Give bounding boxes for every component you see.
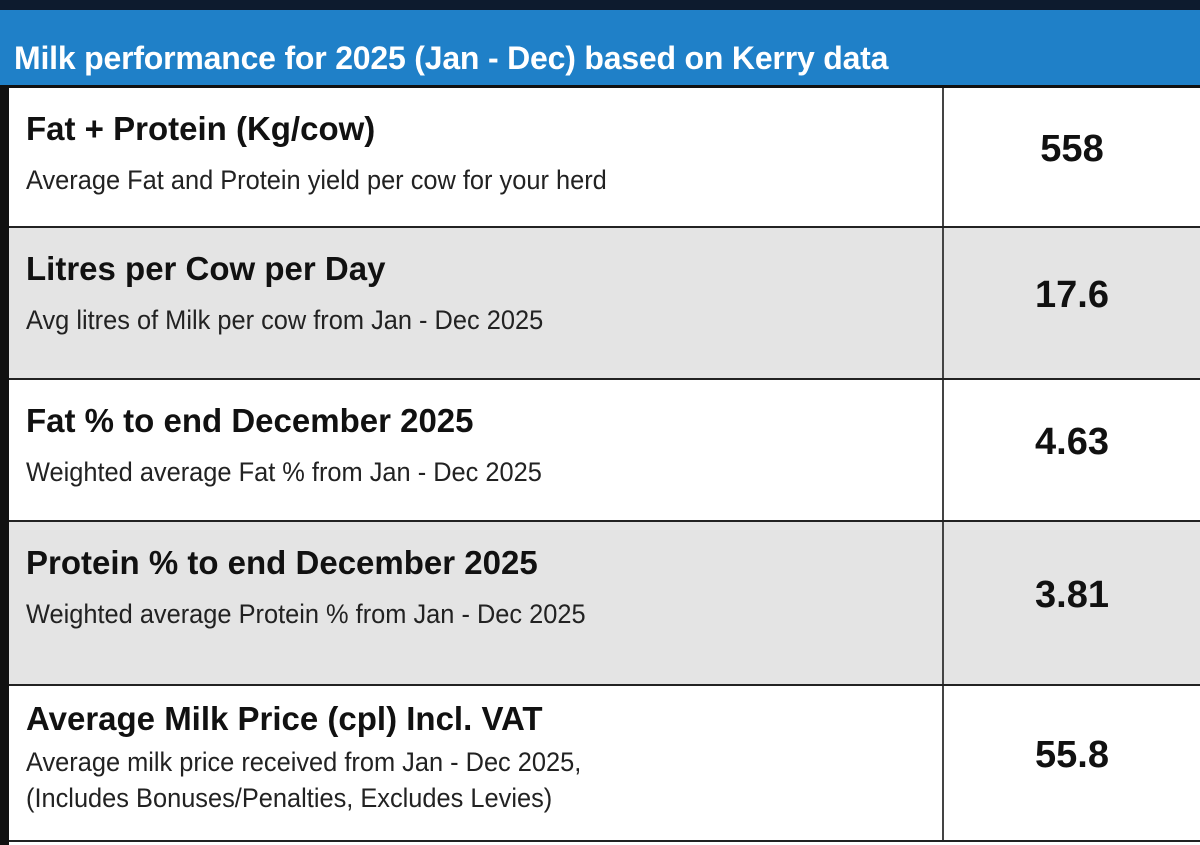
- row-title: Fat + Protein (Kg/cow): [26, 110, 376, 147]
- table-row: Protein % to end December 2025 Weighted a…: [9, 522, 1200, 686]
- top-bar: [0, 0, 1200, 10]
- row-value: 55.8: [1035, 734, 1109, 776]
- row-title: Litres per Cow per Day: [26, 250, 386, 287]
- row-title: Protein % to end December 2025: [26, 544, 538, 581]
- header-title: Milk performance for 2025 (Jan - Dec) ba…: [14, 40, 889, 76]
- row-description: Weighted average Protein % from Jan - De…: [26, 599, 586, 629]
- header-band: Milk performance for 2025 (Jan - Dec) ba…: [0, 10, 1200, 88]
- table-row: Average Milk Price (cpl) Incl. VAT Averag…: [9, 686, 1200, 842]
- label-cell: Protein % to end December 2025 Weighted a…: [9, 522, 944, 684]
- label-cell: Fat % to end December 2025 Weighted avera…: [9, 380, 944, 520]
- label-cell: Average Milk Price (cpl) Incl. VAT Averag…: [9, 686, 944, 840]
- label-cell: Fat + Protein (Kg/cow) Average Fat and Pr…: [9, 88, 944, 226]
- row-value: 558: [1040, 128, 1104, 170]
- row-title: Average Milk Price (cpl) Incl. VAT: [26, 700, 543, 737]
- row-description: Weighted average Fat % from Jan - Dec 20…: [26, 457, 542, 487]
- table-row: Fat % to end December 2025 Weighted avera…: [9, 380, 1200, 522]
- row-value: 4.63: [1035, 421, 1109, 463]
- row-value: 17.6: [1035, 274, 1109, 316]
- top-divider: [943, 0, 946, 12]
- row-description: Avg litres of Milk per cow from Jan - De…: [26, 305, 544, 335]
- table-row: Litres per Cow per Day Avg litres of Milk…: [9, 228, 1200, 380]
- row-title: Fat % to end December 2025: [26, 402, 474, 439]
- row-description: Average Fat and Protein yield per cow fo…: [26, 165, 607, 195]
- row-description: Average milk price received from Jan - D…: [26, 747, 582, 777]
- table-row: Fat + Protein (Kg/cow) Average Fat and Pr…: [9, 88, 1200, 228]
- row-description: (Includes Bonuses/Penalties, Excludes Le…: [26, 783, 553, 813]
- row-value: 3.81: [1035, 574, 1109, 616]
- left-border: [0, 88, 9, 845]
- label-cell: Litres per Cow per Day Avg litres of Milk…: [9, 228, 944, 378]
